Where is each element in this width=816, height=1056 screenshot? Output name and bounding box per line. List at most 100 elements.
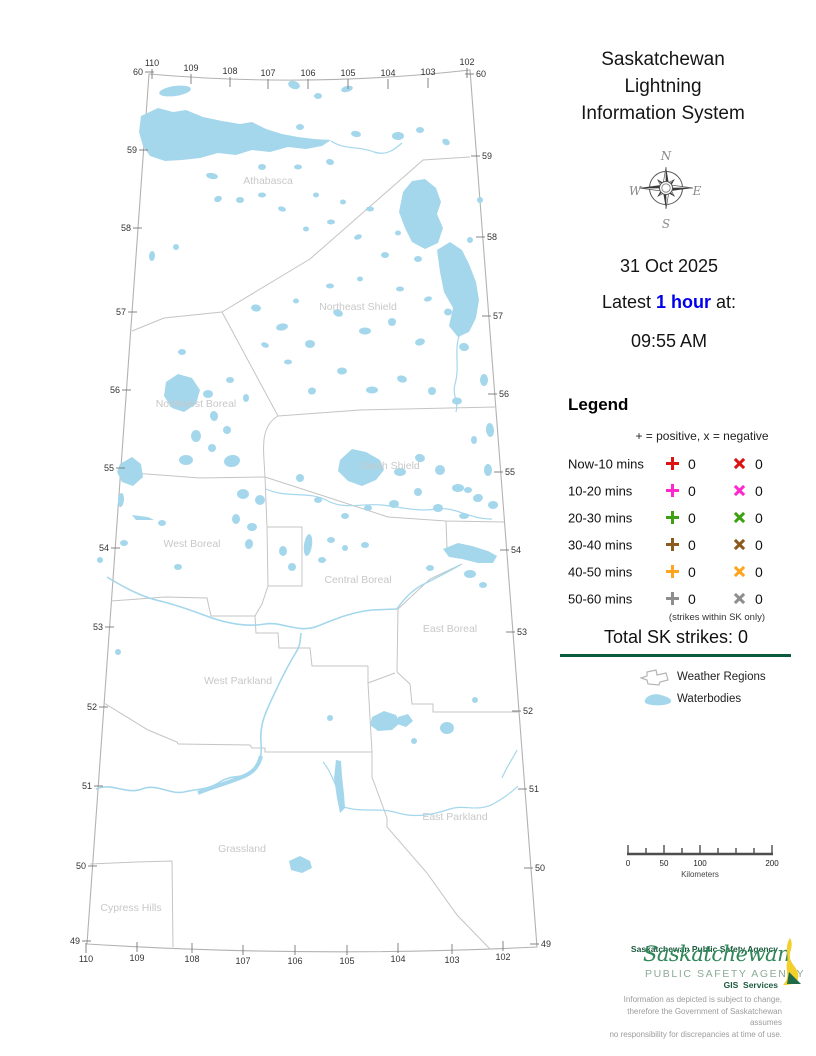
compass-rose-icon: N W E S — [629, 149, 702, 231]
credits-line: Saskatchewan Public Safety Agency — [630, 944, 778, 954]
region-label: Northwest Boreal — [156, 398, 237, 410]
lake — [208, 444, 216, 452]
lake — [258, 192, 266, 198]
total-strikes: Total SK strikes: 0 — [603, 627, 749, 647]
region-boundary — [263, 415, 279, 478]
lake — [426, 565, 434, 571]
lake — [340, 199, 346, 205]
lake — [209, 411, 219, 421]
longitude-label: 106 — [287, 956, 302, 966]
plus-count: 0 — [688, 455, 696, 472]
lake — [276, 323, 288, 331]
plus-count: 0 — [688, 590, 696, 607]
lake — [314, 93, 322, 99]
lake — [467, 237, 473, 243]
plus-count: 0 — [688, 536, 696, 553]
lake — [179, 455, 193, 465]
lake — [284, 359, 292, 365]
river — [343, 785, 519, 817]
lake — [226, 377, 234, 383]
lake — [479, 582, 487, 588]
lake — [444, 308, 452, 316]
latitude-label: 59 — [127, 145, 137, 155]
river — [265, 488, 493, 520]
lake — [303, 534, 313, 556]
lake — [381, 252, 389, 258]
latest-period: 1 hour — [656, 292, 712, 312]
lake — [442, 138, 450, 146]
plus-symbol-icon — [666, 511, 679, 524]
waterbodies-icon — [644, 694, 672, 706]
latitude-label: 49 — [70, 936, 80, 946]
region-label: Northeast Shield — [319, 301, 397, 313]
longitude-label: 107 — [260, 68, 275, 78]
x-symbol-icon — [730, 508, 748, 526]
plus-symbol-icon — [666, 565, 679, 578]
region-label: West Boreal — [164, 538, 221, 550]
legend-heading: Legend — [568, 395, 629, 414]
latitude-label: 56 — [110, 385, 120, 395]
region-label: Central Boreal — [324, 574, 391, 586]
lake — [327, 219, 335, 225]
lake — [314, 497, 322, 503]
river — [501, 749, 518, 779]
lake — [206, 172, 218, 180]
legend-row: 40-50 mins 0 0 — [555, 558, 816, 585]
latitude-label: 55 — [104, 463, 114, 473]
lake — [251, 304, 261, 312]
compass-e: E — [692, 184, 702, 198]
longitude-label: 107 — [235, 956, 250, 966]
disclaimer-line: therefore the Government of Saskatchewan… — [627, 1006, 782, 1028]
lake — [396, 286, 404, 292]
river — [197, 755, 263, 795]
plus-count: 0 — [688, 482, 696, 499]
legend-row-label: 50-60 mins — [568, 591, 633, 606]
cree-lake — [164, 374, 200, 412]
legend-subtitle: + = positive, x = negative — [635, 429, 769, 443]
credits-line: GIS Services — [723, 980, 778, 990]
lake — [459, 513, 469, 519]
plus-symbol-icon — [666, 592, 679, 605]
latest-period-line: Latest 1 hour at: — [541, 292, 797, 313]
lake — [477, 197, 483, 203]
x-symbol-icon — [730, 535, 748, 553]
lake — [464, 570, 476, 578]
lake — [370, 711, 400, 731]
lake — [326, 158, 334, 166]
longitude-label: 108 — [222, 66, 237, 76]
spsa-logo-subtitle: PUBLIC SAFETY AGENCY — [645, 968, 806, 980]
title-line: Information System — [581, 103, 745, 124]
lake — [148, 251, 156, 261]
lake — [472, 697, 478, 703]
legend-row: 50-60 mins 0 0 — [555, 585, 816, 612]
lake — [366, 386, 378, 394]
lake — [341, 85, 353, 93]
page-title: Saskatchewan Lightning Information Syste… — [530, 46, 796, 127]
lake — [471, 436, 477, 444]
longitude-label: 105 — [339, 956, 354, 966]
latitude-label: 59 — [482, 151, 492, 161]
lake — [361, 542, 369, 548]
region-boundary — [254, 585, 269, 617]
x-count: 0 — [755, 563, 763, 580]
x-count: 0 — [755, 509, 763, 526]
cumberland-lake — [443, 543, 497, 563]
lake — [415, 453, 425, 463]
latitude-label: 51 — [82, 781, 92, 791]
latitude-label: 54 — [511, 545, 521, 555]
x-symbol-icon — [730, 481, 748, 499]
latitude-label: 49 — [541, 939, 551, 949]
latitude-label: 52 — [87, 702, 97, 712]
lake — [354, 234, 362, 240]
latest-suffix: at: — [711, 292, 737, 312]
region-label: Cypress Hills — [100, 902, 161, 914]
lake — [395, 230, 401, 236]
last-mountain-lake — [334, 760, 345, 813]
region-label: East Parkland — [422, 811, 488, 823]
latest-prefix: Latest — [601, 292, 656, 312]
latitude-label: 55 — [505, 467, 515, 477]
lake — [480, 374, 488, 386]
lake — [327, 715, 333, 721]
region-label: South Shield — [360, 460, 420, 472]
small-lakes — [97, 80, 498, 744]
